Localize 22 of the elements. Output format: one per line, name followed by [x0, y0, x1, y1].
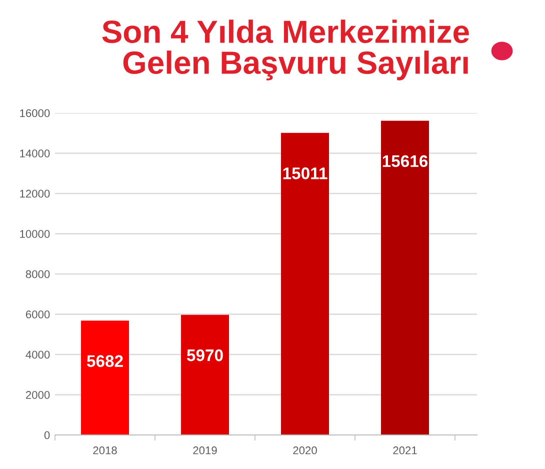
bar	[281, 132, 329, 435]
y-tick-label: 12000	[20, 190, 50, 198]
data-label: 15616	[382, 155, 428, 168]
data-label: 15011	[283, 167, 328, 180]
bar	[81, 320, 129, 435]
y-tick-label: 16000	[20, 109, 50, 118]
y-tick-label: 10000	[20, 230, 50, 238]
y-tick-label: 0	[44, 431, 50, 440]
x-tick-label: 2021	[393, 446, 417, 454]
y-tick-label: 6000	[26, 310, 50, 318]
bar	[381, 120, 429, 435]
x-tick-label: 2020	[293, 446, 317, 454]
y-tick-label: 2000	[26, 391, 50, 399]
data-label: 5682	[86, 355, 123, 367]
y-tick-label: 14000	[20, 150, 50, 158]
y-tick-label: 8000	[26, 270, 50, 278]
x-tick-label: 2019	[193, 446, 217, 454]
chart-title: Son 4 Yılda Merkezimize Gelen Başvuru Sayıları	[102, 20, 469, 80]
x-tick-label: 2018	[93, 446, 117, 454]
data-label: 5970	[186, 349, 223, 362]
bar	[181, 314, 229, 435]
y-tick-label: 4000	[26, 350, 50, 359]
